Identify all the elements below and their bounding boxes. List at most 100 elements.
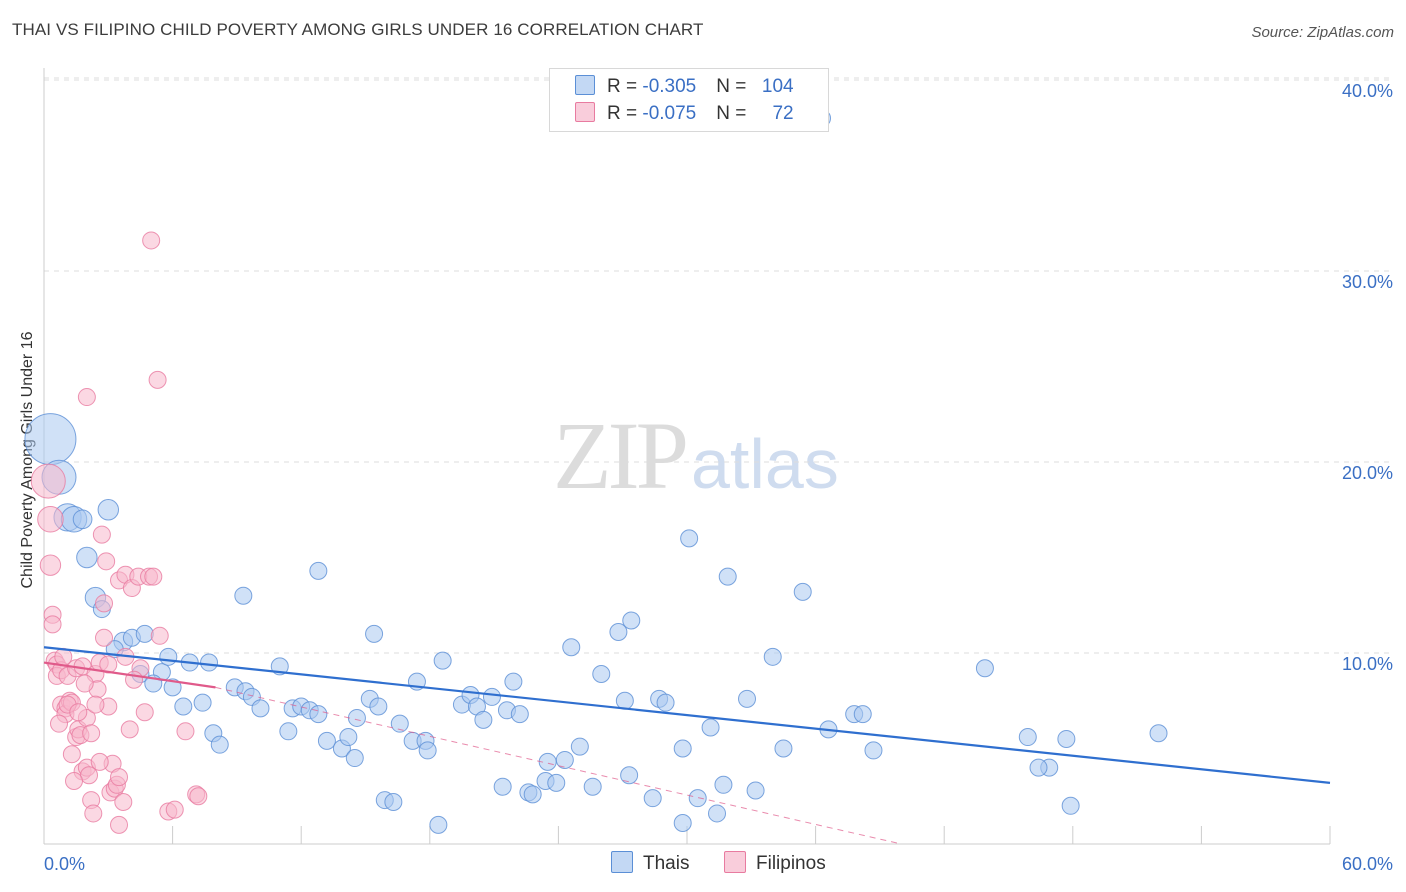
legend-r-label-thais: R =	[607, 76, 643, 97]
thais-point	[1018, 728, 1037, 747]
legend-swatch-filipinos	[575, 102, 595, 122]
filipinos-point	[92, 525, 111, 544]
thais-point	[622, 611, 641, 630]
thais-point	[24, 413, 77, 466]
chart-title: THAI VS FILIPINO CHILD POVERTY AMONG GIR…	[12, 20, 704, 39]
filipinos-point	[69, 703, 88, 722]
filipinos-point	[165, 800, 184, 819]
thais-point	[174, 697, 193, 716]
thais-point	[429, 815, 448, 834]
thais-point	[523, 785, 542, 804]
series-legend-thais: Thais	[611, 851, 689, 875]
thais-point	[433, 651, 452, 670]
thais-point	[482, 687, 501, 706]
filipinos-point	[39, 554, 62, 576]
thais-point	[347, 708, 366, 727]
legend-n-label-filipinos: N =	[716, 103, 752, 124]
thais-point	[210, 735, 229, 754]
thais-point	[504, 672, 523, 691]
thais-point	[200, 653, 219, 672]
thais-point	[97, 499, 120, 521]
filipinos-point	[75, 674, 94, 693]
filipinos-point	[189, 787, 208, 806]
thais-point	[135, 624, 154, 643]
thais-trend-line	[43, 646, 1331, 784]
legend-r-value-thais: -0.305	[642, 76, 697, 97]
thais-point	[763, 647, 782, 666]
thais-point	[555, 750, 574, 769]
thais-point	[547, 773, 566, 792]
filipinos-point	[148, 370, 167, 389]
thais-point	[673, 813, 692, 832]
filipinos-point	[84, 804, 103, 823]
filipinos-point	[144, 567, 163, 586]
legend-row-thais: R = -0.305 N = 104	[575, 75, 794, 101]
series-swatch-thais	[611, 851, 633, 873]
filipinos-point	[135, 703, 154, 722]
y-tick-label: 30.0%	[1342, 272, 1393, 292]
filipinos-point	[86, 695, 105, 714]
source-label: Source: ZipAtlas.com	[1251, 24, 1394, 41]
thais-point	[701, 718, 720, 737]
thais-point	[390, 714, 409, 733]
thais-point	[1061, 796, 1080, 815]
filipinos-trend-extension	[215, 686, 902, 845]
thais-point	[365, 624, 384, 643]
thais-point	[680, 529, 699, 548]
filipinos-point	[65, 771, 84, 790]
filipinos-point	[95, 628, 114, 647]
watermark: ZIPatlas	[553, 400, 839, 511]
thais-point	[656, 693, 675, 712]
filipinos-point	[142, 231, 161, 250]
filipinos-point	[120, 720, 139, 739]
thais-point	[738, 689, 757, 708]
thais-point	[309, 705, 328, 724]
y-tick-label: 20.0%	[1342, 463, 1393, 483]
filipinos-point	[150, 626, 169, 645]
thais-point	[864, 741, 883, 760]
thais-point	[159, 647, 178, 666]
legend-n-value-thais: 104	[761, 76, 794, 97]
thais-point	[418, 741, 437, 760]
series-legend: Thais Filipinos	[0, 851, 1406, 877]
thais-point	[592, 665, 611, 684]
filipinos-point	[82, 724, 101, 743]
thais-point	[339, 728, 358, 747]
filipinos-point	[97, 552, 116, 571]
thais-point	[309, 561, 328, 580]
filipinos-point	[110, 815, 129, 834]
thais-point	[643, 789, 662, 808]
thais-point	[570, 737, 589, 756]
thais-point	[72, 509, 93, 530]
thais-point	[234, 586, 253, 605]
thais-point	[1029, 758, 1048, 777]
thais-point	[163, 678, 182, 697]
filipinos-trend-line	[43, 661, 216, 689]
thais-point	[345, 749, 364, 768]
x-tick-label-max: 60.0%	[1342, 854, 1393, 874]
thais-point	[853, 705, 872, 724]
watermark-zip: ZIP	[553, 402, 689, 509]
filipinos-point	[114, 792, 133, 811]
thais-point	[493, 777, 512, 796]
thais-point	[251, 699, 270, 718]
series-swatch-filipinos	[724, 851, 746, 873]
legend-swatch-thais	[575, 75, 595, 95]
series-label-thais: Thais	[643, 853, 690, 874]
filipinos-point	[90, 752, 109, 771]
stats-legend: R = -0.305 N = 104 R = -0.075 N = 72	[549, 68, 829, 132]
filipinos-point	[43, 615, 62, 634]
thais-point	[369, 697, 388, 716]
thais-point	[708, 804, 727, 823]
thais-point	[474, 710, 493, 729]
filipinos-point	[37, 506, 64, 533]
filipinos-point	[77, 388, 96, 407]
y-tick-label: 40.0%	[1342, 81, 1393, 101]
thais-point	[673, 739, 692, 758]
filipinos-point	[62, 745, 81, 764]
legend-r-value-filipinos: -0.075	[642, 103, 697, 124]
x-tick-label-min: 0.0%	[44, 854, 85, 874]
legend-r-label-filipinos: R =	[607, 103, 643, 124]
thais-point	[193, 693, 212, 712]
